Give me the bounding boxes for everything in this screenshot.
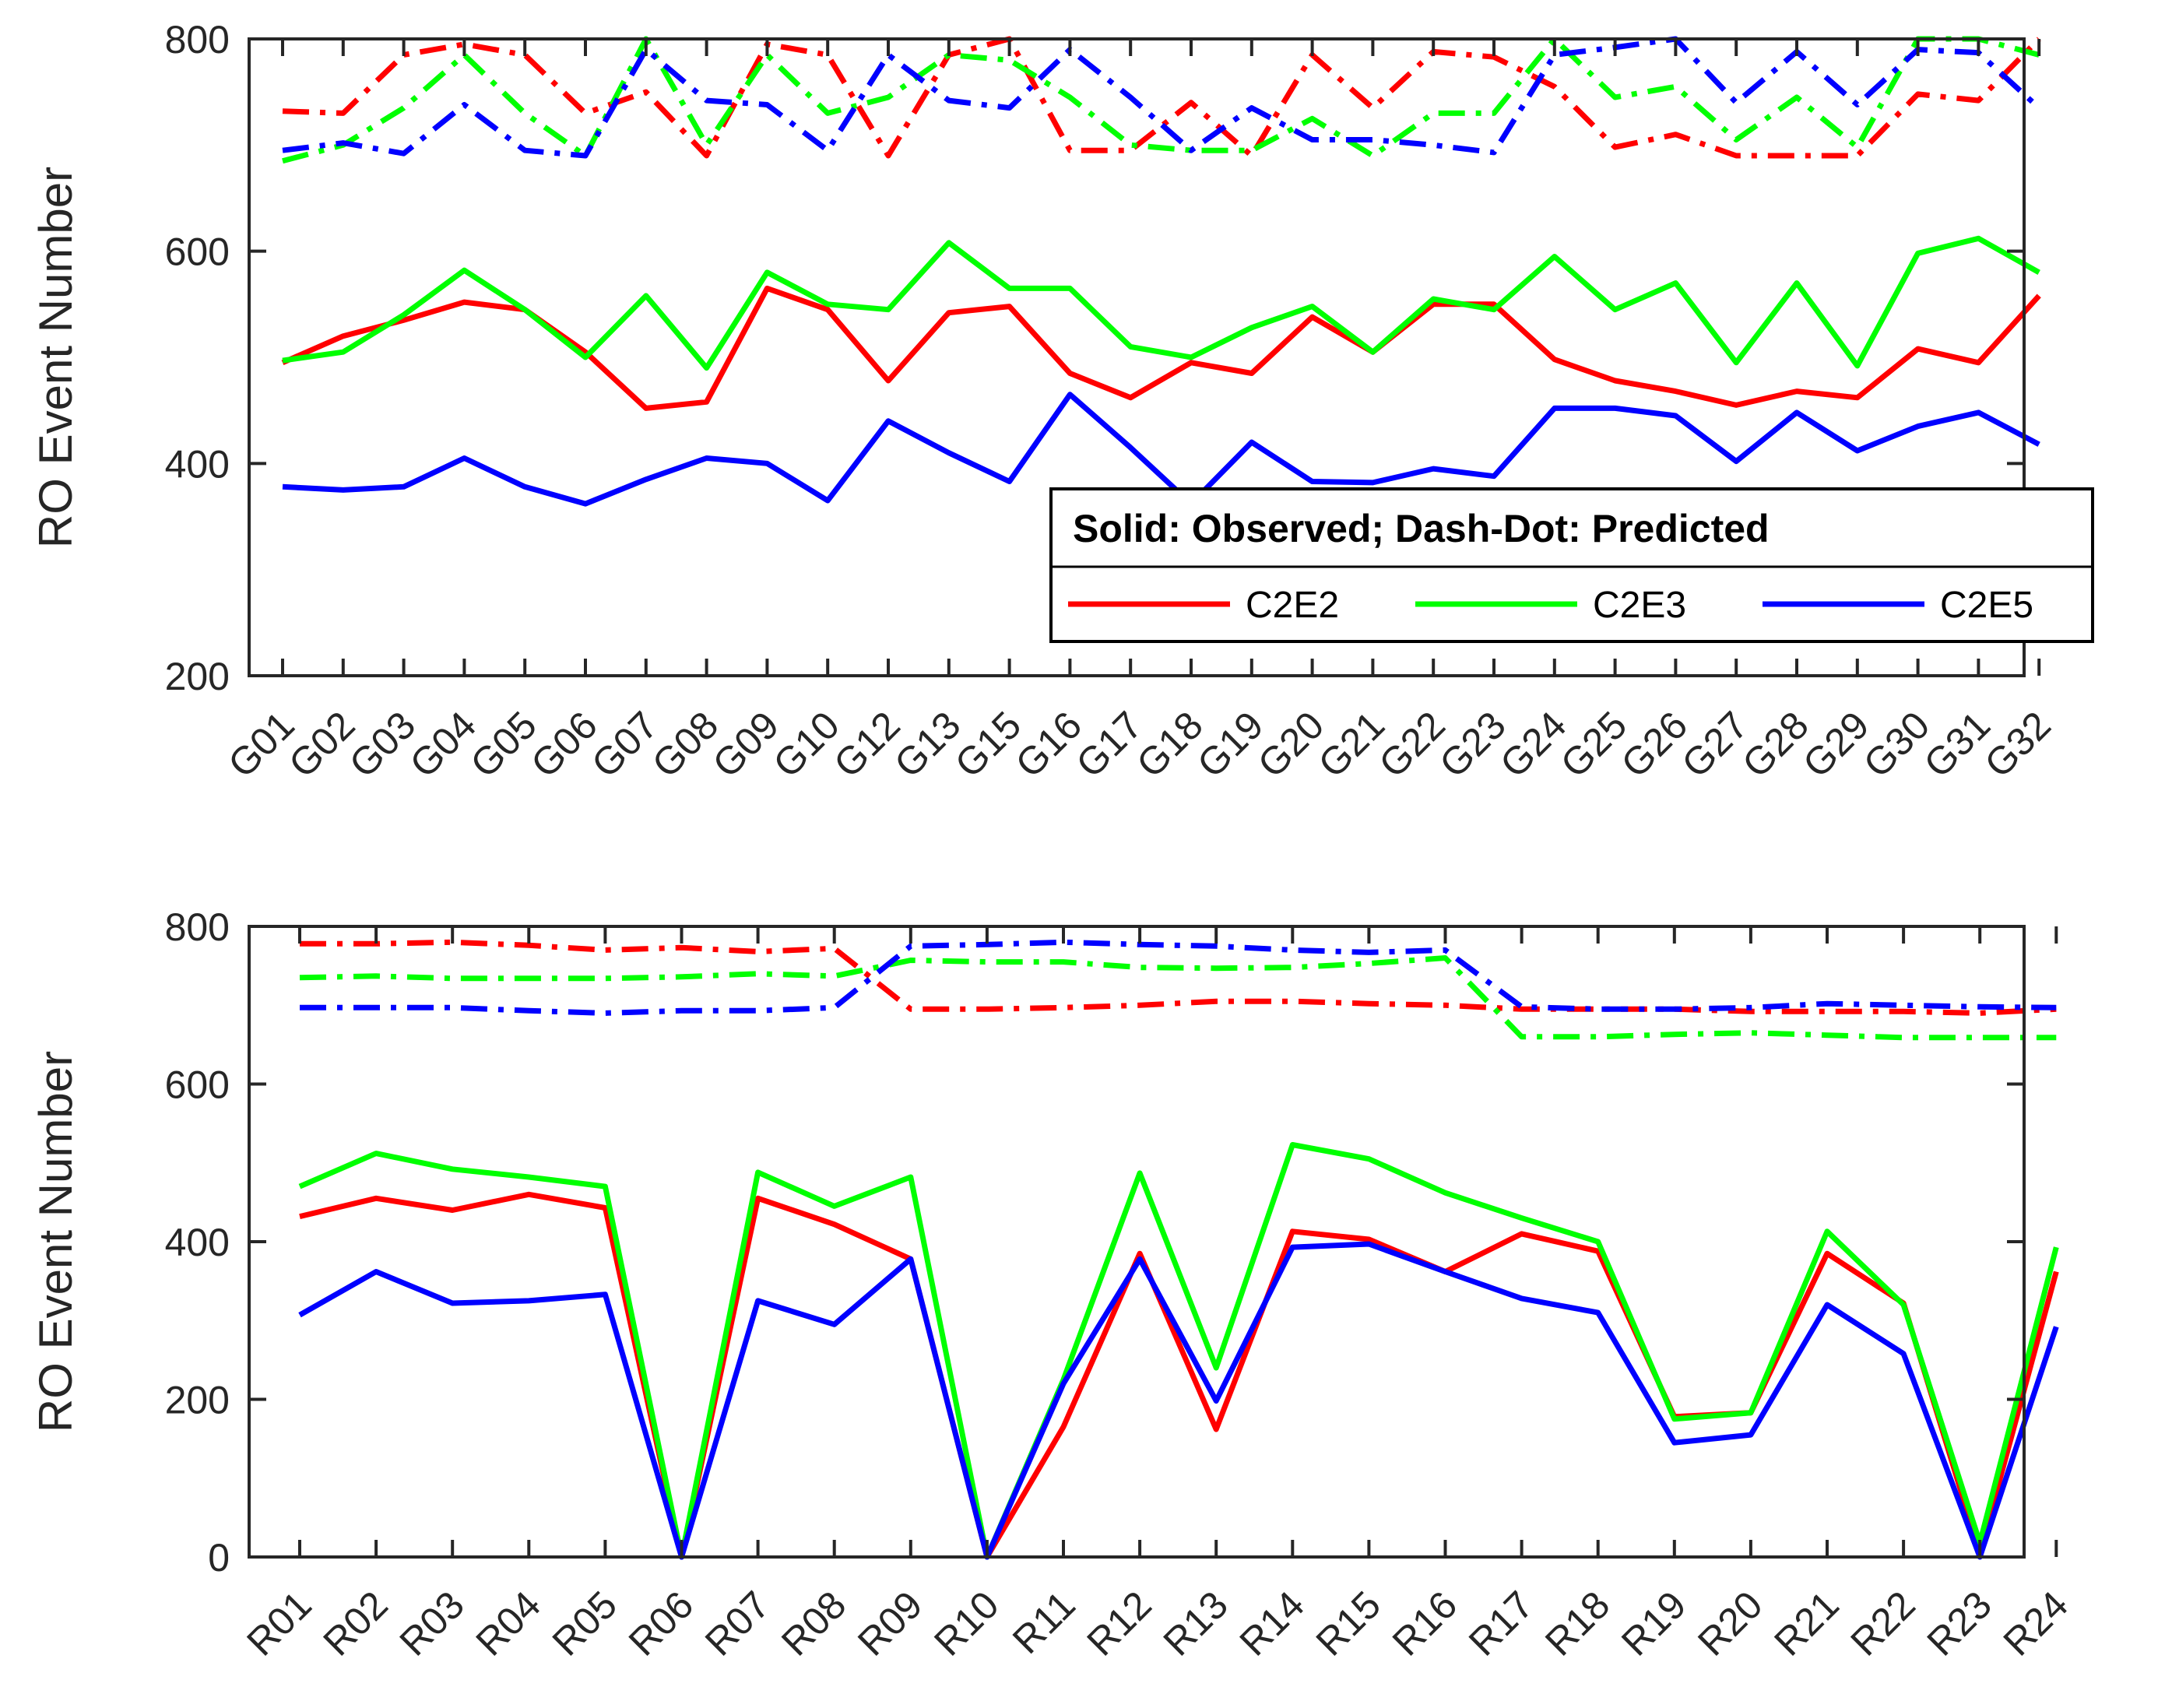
legend-box: [1049, 487, 2094, 643]
y-tick-label: 800: [165, 905, 230, 949]
series-line: [298, 1241, 2059, 1560]
y-tick-label: 600: [165, 1063, 230, 1107]
y-tick-label: 200: [165, 1379, 230, 1422]
series-line: [282, 36, 2041, 159]
y-tick-label: 400: [165, 1221, 230, 1264]
plot-background: [249, 926, 2024, 1557]
legend-label: C2E5: [1940, 585, 2033, 626]
series-line: [299, 955, 2057, 1041]
series-line: [298, 1142, 2059, 1560]
y-tick-label: 400: [165, 442, 230, 486]
series-layer: [298, 939, 2059, 1560]
series-layer: [281, 36, 2041, 507]
legend-label: C2E2: [1246, 585, 1339, 626]
y-tick-label: 200: [165, 655, 230, 698]
series-line: [281, 285, 2041, 411]
axes-box: [248, 37, 2026, 677]
series-line: [300, 939, 2057, 1016]
y-tick-labels: 0 200 400 600 800: [165, 905, 230, 1580]
axes-layer: [248, 37, 2041, 677]
legend-label: C2E3: [1593, 585, 1686, 626]
y-tick-label: 800: [165, 18, 230, 62]
legend-title: Solid: Observed; Dash-Dot: Predicted: [1073, 507, 1770, 550]
y-tick-labels: 200 400 600 800: [165, 18, 230, 698]
series-line: [282, 36, 2041, 159]
plot-area: [249, 926, 2024, 1557]
y-axis-title: RO Event Number: [30, 1051, 82, 1432]
series-line: [282, 36, 2040, 164]
series-line: [300, 939, 2057, 1016]
axes-layer: [248, 925, 2058, 1559]
legend-entries: C2E2 C2E3 C2E5: [1068, 585, 2033, 626]
legend: Solid: Observed; Dash-Dot: Predicted C2E…: [1049, 487, 2094, 643]
series-line: [282, 392, 2040, 507]
y-axis-title: RO Event Number: [30, 167, 82, 548]
y-tick-label: 0: [208, 1536, 230, 1580]
y-tick-label: 600: [165, 230, 230, 274]
series-line: [282, 235, 2040, 371]
